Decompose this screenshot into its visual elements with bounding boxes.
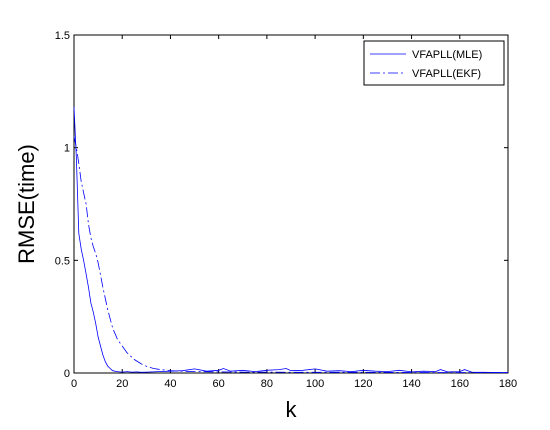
x-axis: 0 20 40 60 80 100 120 140 160 180 [71,35,517,390]
x-tick-label: 120 [354,378,372,390]
legend: VFAPLL(MLE) VFAPLL(EKF) [363,40,505,86]
x-tick-label: 140 [402,378,420,390]
y-tick-label: 1.5 [55,30,70,42]
series-line-2 [73,136,508,373]
x-tick-label: 60 [213,378,225,390]
x-tick-label: 20 [116,378,128,390]
y-axis-title: RMSE(time) [14,144,39,264]
legend-label-1: VFAPLL(MLE) [412,49,482,61]
x-tick-label: 40 [164,378,176,390]
x-tick-label: 100 [306,378,324,390]
x-tick-label: 180 [499,378,517,390]
legend-box [363,40,505,86]
y-axis: 0 0.5 1 1.5 [55,30,508,380]
legend-label-2: VFAPLL(EKF) [412,68,481,80]
y-tick-label: 0.5 [55,255,70,267]
x-tick-label: 0 [71,378,77,390]
series-line-1 [73,107,508,373]
y-tick-label: 0 [64,368,70,380]
y-tick-label: 1 [64,143,70,155]
plot-area [73,34,509,374]
x-tick-label: 160 [451,378,469,390]
plot-frame [73,34,509,374]
series-layer [73,107,508,373]
x-axis-title: k [286,397,298,422]
x-tick-label: 80 [261,378,273,390]
